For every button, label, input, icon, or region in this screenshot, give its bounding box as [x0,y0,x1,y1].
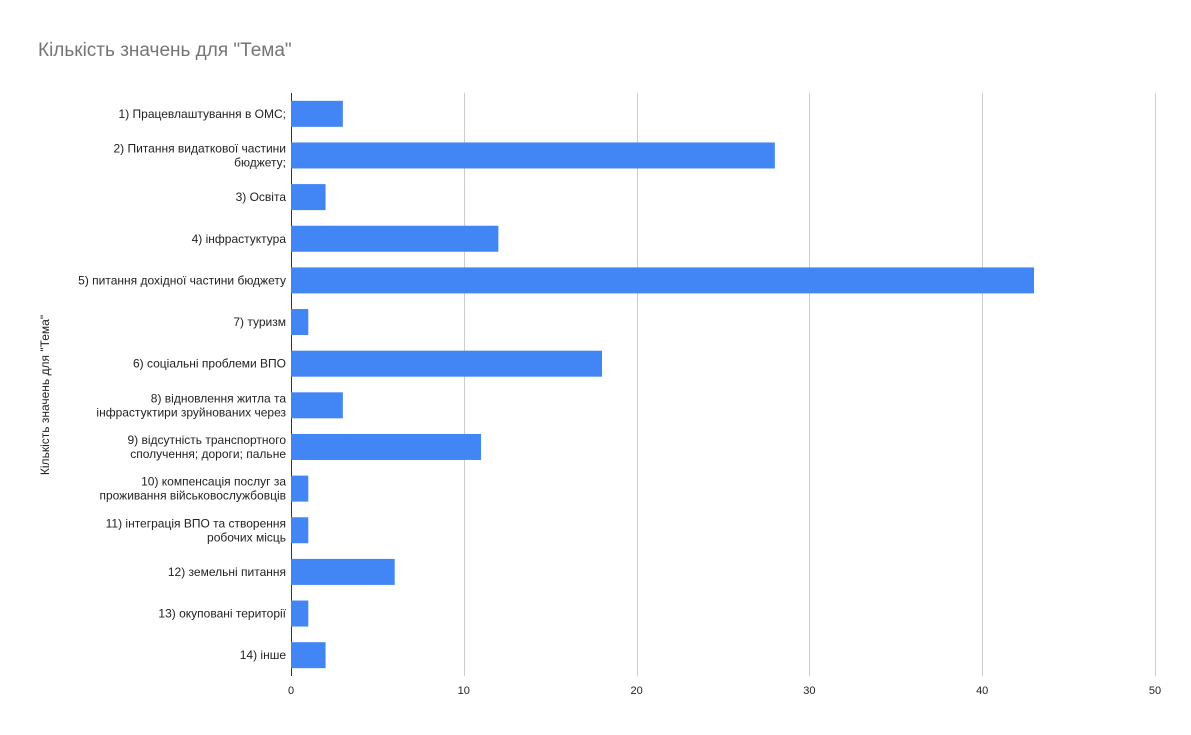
bar [291,184,326,211]
category-label-line: 10) компенсація послуг за [141,475,286,489]
category-label: 14) інше [240,648,287,662]
category-label: 7) туризм [233,315,286,329]
category-label: 9) відсутність транспортного сполучення; … [127,433,286,461]
category-label-line: робочих місць [207,530,286,544]
bar [291,517,309,544]
chart-title: Кількість значень для "Тема" [38,40,292,61]
category-label: 4) інфрастуктура [192,232,287,246]
bar [291,392,343,419]
x-tick-labels: 0 10 20 30 40 50 [288,685,1161,697]
bar [291,475,309,502]
category-label: 10) компенсація послуг за проживання війс… [99,475,286,503]
gridlines [291,93,1156,676]
bar [291,142,775,169]
x-tick-label: 0 [288,685,294,697]
category-label: 1) Працевлаштування в ОМС; [119,107,286,121]
bar [291,558,395,585]
category-label: 2) Питання видаткової частини бюджету; [113,141,286,169]
category-label-line: 11) інтеграція ВПО та створення [106,516,286,530]
category-label-line: 13) окуповані території [158,607,286,621]
bar [291,309,309,336]
category-label: 8) відновлення житла та інфрастуктири зру… [96,391,286,419]
category-label-line: проживання військовослужбовців [99,489,286,503]
category-labels: 1) Працевлаштування в ОМС; 2) Питання вид… [78,107,287,662]
y-axis-title: Кількість значень для "Тема" [38,315,52,475]
x-tick-label: 40 [976,685,988,697]
bar [291,433,482,460]
bar [291,642,326,669]
x-tick-label: 50 [1149,685,1161,697]
category-label: 11) інтеграція ВПО та створення робочих м… [106,516,286,544]
category-label-line: 7) туризм [233,315,286,329]
category-label: 5) питання дохідної частини бюджету [78,273,286,287]
category-label-line: 3) Освіта [236,190,287,204]
category-label-line: сполучення; дороги; пальне [130,447,286,461]
category-label-line: 9) відсутність транспортного [127,433,286,447]
category-label-line: інфрастуктири зруйнованих через [96,405,286,419]
x-tick-label: 10 [458,685,470,697]
bar [291,267,1035,294]
x-tick-label: 20 [630,685,642,697]
category-label-line: 14) інше [240,648,287,662]
category-label-line: 5) питання дохідної частини бюджету [78,273,286,287]
category-label: 12) земельні питання [168,565,286,579]
bar [291,600,309,627]
category-label-line: бюджету; [234,155,286,169]
category-label-line: 4) інфрастуктура [192,232,287,246]
category-label-line: 2) Питання видаткової частини [113,141,286,155]
category-label-line: 6) соціальні проблеми ВПО [133,357,286,371]
category-label-line: 8) відновлення житла та [151,391,287,405]
category-label: 13) окуповані території [158,607,286,621]
bar [291,100,343,127]
bars [291,100,1035,669]
x-tick-label: 30 [803,685,815,697]
category-label-line: 1) Працевлаштування в ОМС; [119,107,286,121]
category-label: 6) соціальні проблеми ВПО [133,357,286,371]
category-label-line: 12) земельні питання [168,565,286,579]
category-label: 3) Освіта [236,190,287,204]
bar [291,225,499,252]
bar [291,350,603,377]
